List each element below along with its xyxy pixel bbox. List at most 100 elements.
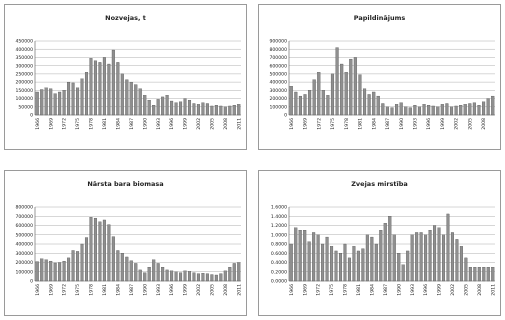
bar [383,223,387,282]
x-tick-label: 1996 [169,284,175,296]
bar [298,230,302,282]
x-tick-label: 1969 [303,118,309,130]
bar-chart-catch: 0 50000 100000 150000 200000 250000 300000 3500… [15,39,242,130]
y-tick-label: 200000 [269,96,287,102]
bar [361,248,365,282]
bar [422,104,426,116]
x-tick-label: 1984 [115,284,121,296]
x-tick-label: 1978 [344,118,350,130]
bar [84,72,89,116]
bar [205,273,209,282]
bar [93,60,97,116]
chart-title: Nārsta bara biomasa [87,180,164,188]
bar [440,104,444,116]
x-tick-label: 1969 [48,118,54,130]
bar [417,106,422,116]
bar [165,95,169,116]
x-tick-label: 1966 [289,118,295,130]
x-tick-label: 1999 [437,284,443,296]
y-tick-label: 300000 [15,251,33,257]
y-tick-label: 200000 [15,80,33,86]
bar [219,273,223,282]
bar [40,258,44,282]
x-tick-label: 1966 [35,118,41,130]
bar [49,260,53,282]
bar [67,81,71,116]
bar [468,103,472,116]
bar [228,105,232,116]
bar [192,103,196,116]
chart-panel-fishing-mortality: Zvejas mirstība 0.0000 0.2000 0.4000 0.6000… [258,170,501,316]
bar [62,90,66,116]
bar [477,267,481,282]
bar [143,95,147,116]
bar [482,101,486,116]
bar [312,232,316,282]
bar [428,230,432,282]
bar [80,243,84,282]
bar [326,95,330,116]
bar [303,230,307,282]
bar [340,63,344,116]
x-tick-label: 1981 [102,284,108,296]
bar [431,105,435,116]
bar [413,105,417,116]
bar [303,94,307,116]
bar [116,250,120,282]
x-tick-label: 1972 [62,284,68,296]
x-tick-label: 1981 [358,118,364,130]
bar [44,87,48,116]
bar [89,217,93,282]
x-tick-label: 1972 [316,118,322,130]
x-tick-label: 1984 [369,284,375,296]
x-tick-label: 1984 [115,118,121,130]
bar [102,57,106,116]
bar [67,257,71,282]
bar [347,257,351,282]
bar [111,49,115,116]
x-tick-label: 2011 [236,284,242,296]
x-tick-label: 2011 [236,118,242,130]
x-tick-label: 1987 [383,284,389,296]
chart-title: Zvejas mirstība [351,180,408,188]
y-tick-label: 300000 [269,88,287,94]
bar [454,105,458,116]
x-tick-label: 1975 [75,118,81,130]
bar [482,267,486,282]
y-tick-label: 250000 [15,71,33,77]
bar [49,88,53,116]
bar [196,104,200,116]
y-tick-label: 0.8000 [271,242,287,248]
y-tick-label: 500000 [15,232,33,238]
bar [401,264,405,282]
bar [397,253,401,282]
bar [298,95,302,116]
bar [237,262,241,282]
bar [459,246,463,282]
bar [486,98,490,116]
y-tick-label: 600000 [15,223,33,229]
bar [321,243,325,282]
bar [353,57,357,116]
chart-panel-spawning-biomass: Nārsta bara biomasa 0 100000 200000 300000 4… [4,170,247,316]
bar [134,84,138,116]
chart-panel-catch: Nozvejas, t 0 50000 100000 150000 200000 2500… [4,4,247,150]
y-tick-label: 700000 [269,55,287,61]
bar [174,102,178,116]
x-tick-label: 2002 [454,118,460,130]
x-tick-label: 1993 [410,284,416,296]
y-tick-label: 500000 [269,71,287,77]
bar [58,262,62,282]
bar [472,102,476,116]
bar [379,230,383,282]
bar [143,272,147,282]
x-tick-label: 1996 [169,118,175,130]
y-tick-label: 0 [30,113,33,119]
bar [408,107,412,116]
bar [330,246,334,282]
bar [232,263,236,282]
bar [89,58,93,116]
bar [441,234,446,282]
x-tick-label: 1996 [426,118,432,130]
y-tick-label: 150000 [15,88,33,94]
